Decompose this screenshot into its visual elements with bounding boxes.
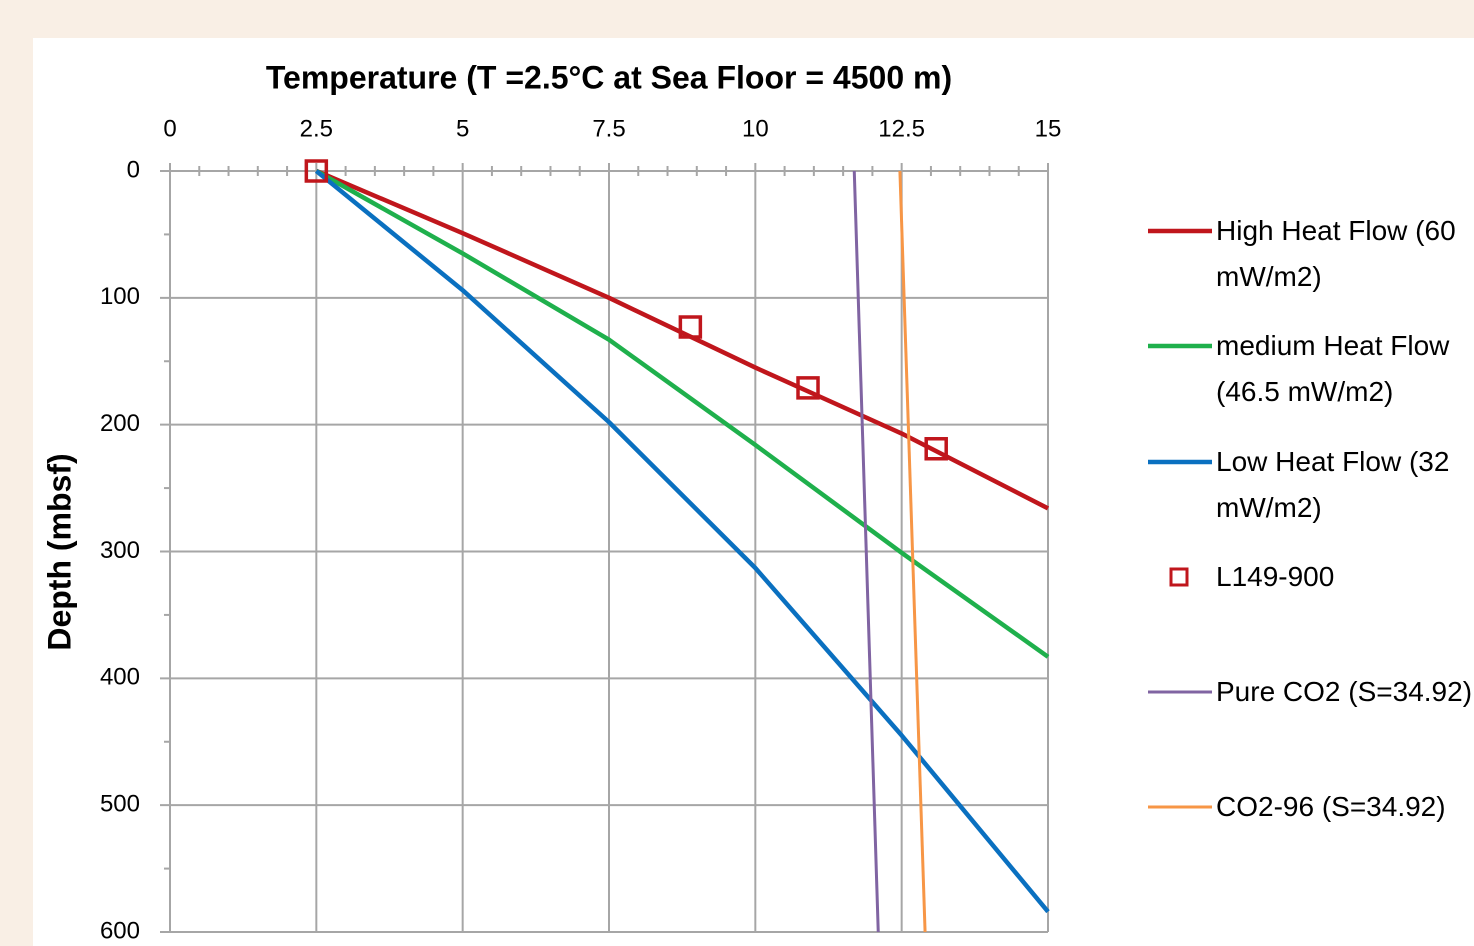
legend-marker [1169,567,1189,587]
y-tick-label: 400 [100,664,140,691]
legend-label: Low Heat Flow (32 mW/m2) [1216,446,1450,523]
x-tick-label: 7.5 [592,115,625,142]
series-line [852,170,880,933]
y-tick-label: 0 [127,156,140,183]
legend-label: medium Heat Flow (46.5 mW/m2) [1216,330,1450,407]
x-tick-label: 12.5 [878,115,925,142]
legend-label: CO2-96 (S=34.92) [1216,791,1446,822]
x-tick-label: 5 [456,115,469,142]
marker [304,159,329,183]
legend-label: Pure CO2 (S=34.92) [1216,676,1473,707]
x-tick-label: 0 [163,115,176,142]
y-tick-label: 300 [100,537,140,564]
series-line [314,169,1050,914]
legend-label: L149-900 [1216,561,1335,592]
series-line [898,170,927,933]
legend-label: High Heat Flow (60 mW/m2) [1216,215,1456,292]
series-line [315,169,1050,659]
x-tick-label: 10 [742,115,769,142]
marker [924,437,948,461]
x-tick-label: 15 [1035,115,1062,142]
marker [796,376,820,400]
y-tick-label: 600 [100,917,140,944]
chart-title: Temperature (T =2.5°C at Sea Floor = 450… [266,59,952,95]
y-tick-label: 100 [100,283,140,310]
marker [678,315,703,339]
x-tick-label: 2.5 [300,115,333,142]
y-tick-label: 200 [100,410,140,437]
y-tick-label: 500 [100,791,140,818]
y-axis-label: Depth (mbsf) [41,453,77,650]
chart-panel [33,38,1474,946]
